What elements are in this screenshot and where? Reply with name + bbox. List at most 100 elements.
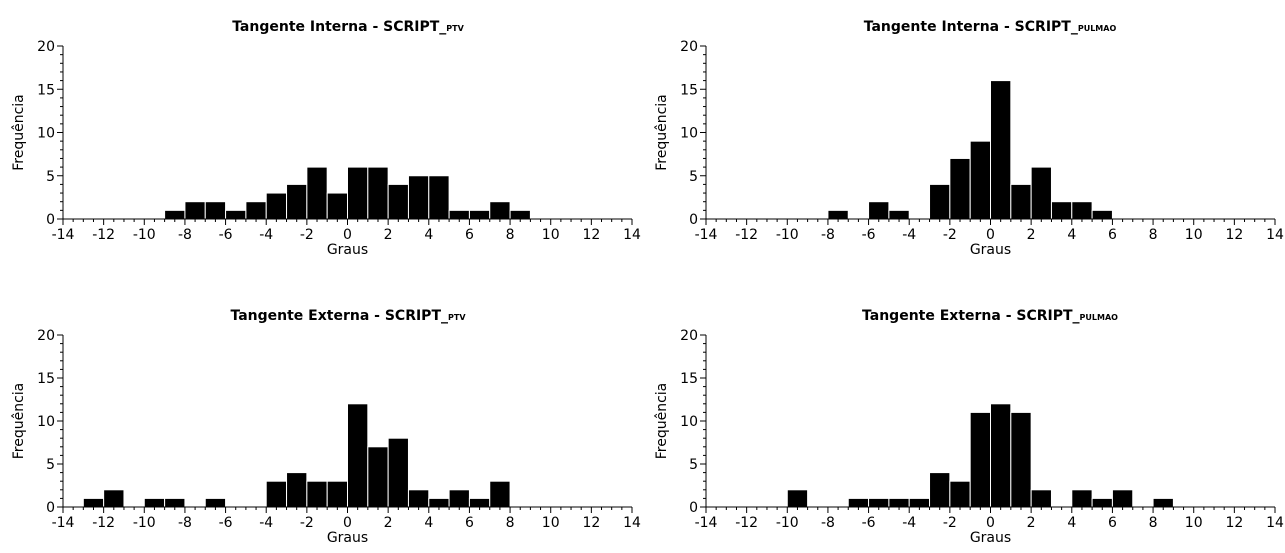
histogram-bar — [387, 183, 409, 220]
histogram-bar — [143, 497, 166, 508]
x-tick-label: 14 — [623, 515, 641, 531]
histogram-bar — [468, 209, 491, 220]
x-tick-label: -2 — [943, 227, 957, 243]
x-tick-label: 0 — [343, 515, 352, 531]
chart-title: Tangente Externa - SCRIPT_PULMAO — [862, 308, 1118, 324]
x-axis-label: Graus — [327, 530, 368, 546]
histogram-bar — [428, 175, 450, 220]
y-tick-label: 20 — [37, 328, 55, 344]
chart-title-main: Tangente Externa - SCRIPT_ — [230, 308, 448, 324]
y-tick-label: 5 — [46, 457, 55, 473]
histogram-bar — [1091, 209, 1113, 220]
x-tick-label: 0 — [986, 227, 995, 243]
histogram-bar — [868, 497, 890, 508]
histogram-bar — [1010, 183, 1032, 220]
histogram-bar — [1091, 497, 1113, 508]
histogram-bar — [204, 497, 227, 508]
y-tick-label: 15 — [37, 371, 55, 387]
x-tick-label: 2 — [384, 227, 393, 243]
histogram-bar — [468, 497, 491, 508]
x-tick-label: 0 — [343, 227, 352, 243]
histogram-bar — [326, 480, 348, 508]
x-tick-label: -12 — [735, 515, 758, 531]
y-tick-label: 10 — [37, 126, 55, 142]
y-tick-label: 10 — [680, 126, 698, 142]
chart-title-subscript: PULMAO — [1078, 24, 1117, 33]
histogram-bar — [1030, 489, 1052, 508]
histogram-bar — [509, 209, 531, 220]
x-tick-label: 6 — [465, 515, 474, 531]
x-tick-label: 4 — [424, 227, 433, 243]
histogram-bar — [428, 497, 450, 508]
x-tick-label: 2 — [384, 515, 393, 531]
x-tick-label: -4 — [259, 515, 273, 531]
chart-title-main: Tangente Interna - SCRIPT_ — [864, 19, 1078, 35]
histogram-bar — [1010, 411, 1032, 508]
histogram-panel-4: Tangente Externa - SCRIPT_PULMAO -14 -12 -1… — [654, 308, 1284, 546]
histogram-bar — [949, 480, 971, 508]
histogram-bar — [367, 166, 389, 220]
histogram-bar — [990, 80, 1012, 220]
histogram-bar — [103, 489, 125, 508]
chart-title: Tangente Interna - SCRIPT_PTV — [232, 19, 464, 35]
y-tick-label: 20 — [680, 39, 698, 55]
x-tick-label: 2 — [1027, 227, 1036, 243]
histogram-panel-3: Tangente Externa - SCRIPT_PTV -14 -12 -10 -8… — [11, 308, 641, 546]
histogram-bar — [868, 201, 890, 220]
y-tick-label: 15 — [680, 82, 698, 98]
x-tick-label: 2 — [1027, 515, 1036, 531]
x-tick-label: 12 — [582, 227, 600, 243]
y-axis-label: Frequência — [654, 383, 670, 460]
x-tick-label: 10 — [542, 227, 560, 243]
chart-title-main: Tangente Interna - SCRIPT_ — [232, 19, 446, 35]
y-axis-label: Frequência — [654, 94, 670, 171]
histogram-bar — [286, 183, 308, 220]
histogram-bar — [347, 166, 369, 220]
x-tick-label: 6 — [465, 227, 474, 243]
x-tick-label: 6 — [1108, 227, 1117, 243]
x-tick-label: 12 — [1225, 227, 1243, 243]
x-tick-label: -10 — [776, 227, 799, 243]
x-tick-label: -2 — [300, 227, 314, 243]
x-tick-label: 14 — [623, 227, 641, 243]
y-tick-label: 5 — [46, 169, 55, 185]
histogram-bar — [367, 446, 389, 508]
histogram-bar — [164, 497, 186, 508]
x-tick-label: 10 — [1185, 515, 1203, 531]
histogram-bar — [286, 472, 308, 508]
y-tick-label: 10 — [37, 414, 55, 430]
histogram-bar — [448, 489, 470, 508]
histogram-bar — [387, 437, 409, 508]
histogram-bar — [888, 209, 910, 220]
chart-title-subscript: PTV — [448, 313, 466, 322]
x-tick-label: -4 — [259, 227, 273, 243]
x-tick-label: -14 — [695, 227, 718, 243]
histogram-bar — [1152, 497, 1174, 508]
y-tick-label: 15 — [680, 371, 698, 387]
histogram-bar — [265, 480, 288, 508]
x-tick-label: -10 — [133, 515, 156, 531]
y-tick-label: 0 — [689, 500, 698, 516]
histogram-bar — [204, 201, 227, 220]
histogram-bar — [786, 489, 809, 508]
y-tick-label: 20 — [680, 328, 698, 344]
histogram-bar — [407, 175, 430, 220]
histogram-bar — [929, 183, 951, 220]
y-tick-label: 0 — [46, 500, 55, 516]
x-tick-label: 8 — [506, 227, 515, 243]
chart-title: Tangente Externa - SCRIPT_PTV — [230, 308, 466, 324]
x-tick-label: 12 — [1225, 515, 1243, 531]
histogram-bar — [489, 201, 511, 220]
histogram-bar — [347, 403, 369, 508]
chart-title-subscript: PULMAO — [1080, 313, 1119, 322]
histogram-bar — [184, 201, 206, 220]
x-tick-label: -14 — [52, 515, 75, 531]
x-tick-label: 14 — [1266, 227, 1284, 243]
x-axis-label: Graus — [327, 242, 368, 258]
y-axis-label: Frequência — [11, 383, 27, 460]
histogram-bar — [990, 403, 1012, 508]
x-tick-label: 10 — [1185, 227, 1203, 243]
histogram-bar — [306, 166, 328, 220]
histogram-bar — [929, 472, 951, 508]
